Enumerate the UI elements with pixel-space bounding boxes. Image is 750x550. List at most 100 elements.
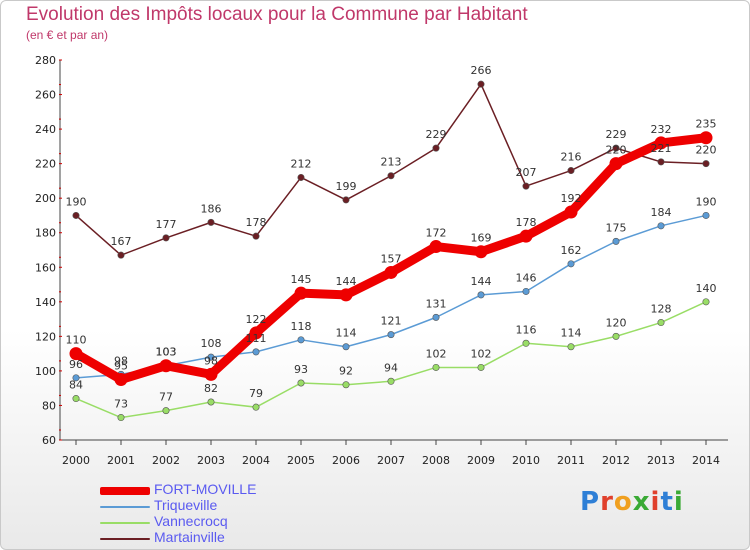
x-tick-label: 2008 bbox=[422, 454, 450, 467]
data-point bbox=[342, 196, 350, 204]
data-label: 95 bbox=[114, 360, 128, 373]
x-tick-label: 2007 bbox=[377, 454, 405, 467]
data-label: 82 bbox=[204, 382, 218, 395]
data-label: 184 bbox=[651, 206, 672, 219]
logo-letter: i bbox=[673, 487, 684, 517]
chart-data-labels: 190 167 177 186 178 212 199 213 229 266 207 216 229 2… bbox=[66, 64, 717, 410]
data-label: 102 bbox=[426, 347, 447, 360]
data-point bbox=[567, 260, 575, 268]
chart-title: Evolution des Impôts locaux pour la Comm… bbox=[26, 4, 528, 25]
y-tick-label: 220 bbox=[35, 158, 56, 171]
data-point bbox=[699, 131, 713, 145]
data-label: 110 bbox=[66, 334, 87, 347]
data-point bbox=[702, 298, 710, 306]
legend-label: Martainville bbox=[154, 529, 225, 545]
data-label: 144 bbox=[336, 275, 357, 288]
y-tick-label: 160 bbox=[35, 261, 56, 274]
legend-swatch bbox=[100, 538, 150, 540]
data-point bbox=[564, 205, 578, 219]
data-label: 84 bbox=[69, 379, 83, 392]
data-point bbox=[342, 381, 350, 389]
x-tick-label: 2013 bbox=[647, 454, 675, 467]
data-point bbox=[297, 173, 305, 181]
data-point bbox=[72, 395, 80, 403]
chart-axes: 60 80 100 120 140 160 180 200 220 240 260 280 2000 20… bbox=[35, 54, 728, 467]
x-tick-label: 2010 bbox=[512, 454, 540, 467]
data-point bbox=[477, 80, 485, 88]
data-point bbox=[207, 398, 215, 406]
data-point bbox=[294, 286, 308, 300]
data-label: 116 bbox=[516, 323, 537, 336]
data-label: 145 bbox=[291, 273, 312, 286]
data-point bbox=[387, 331, 395, 339]
logo-letter: x bbox=[632, 487, 651, 517]
data-point bbox=[657, 319, 665, 327]
legend-label: FORT-MOVILLE bbox=[154, 481, 257, 497]
data-point bbox=[117, 414, 125, 422]
data-point bbox=[702, 160, 710, 168]
data-label: 92 bbox=[339, 365, 353, 378]
data-label: 169 bbox=[471, 232, 492, 245]
data-point bbox=[702, 211, 710, 219]
x-tick-label: 2014 bbox=[692, 454, 720, 467]
data-point bbox=[432, 363, 440, 371]
data-point bbox=[567, 343, 575, 351]
data-label: 96 bbox=[69, 358, 83, 371]
y-tick-label: 100 bbox=[35, 365, 56, 378]
data-label: 114 bbox=[336, 327, 357, 340]
data-label: 103 bbox=[156, 346, 177, 359]
data-point bbox=[612, 332, 620, 340]
data-label: 121 bbox=[381, 315, 402, 328]
x-tick-label: 2005 bbox=[287, 454, 315, 467]
data-point bbox=[114, 373, 128, 387]
data-label: 213 bbox=[381, 156, 402, 169]
x-tick-label: 2001 bbox=[107, 454, 135, 467]
data-point bbox=[204, 367, 218, 381]
data-label: 114 bbox=[561, 327, 582, 340]
y-tick-label: 80 bbox=[42, 399, 56, 412]
proxiti-logo: Proxiti bbox=[580, 487, 684, 517]
data-point bbox=[252, 348, 260, 356]
data-label: 93 bbox=[294, 363, 308, 376]
data-label: 118 bbox=[291, 320, 312, 333]
data-point bbox=[432, 144, 440, 152]
data-label: 216 bbox=[561, 151, 582, 164]
data-label: 178 bbox=[246, 216, 267, 229]
data-point bbox=[612, 144, 620, 152]
y-tick-label: 240 bbox=[35, 123, 56, 136]
data-point bbox=[162, 234, 170, 242]
data-point bbox=[159, 359, 173, 373]
data-label: 232 bbox=[651, 123, 672, 136]
data-label: 212 bbox=[291, 157, 312, 170]
y-tick-label: 120 bbox=[35, 330, 56, 343]
data-label: 207 bbox=[516, 166, 537, 179]
legend-swatch bbox=[100, 506, 150, 508]
legend-label: Triqueville bbox=[154, 497, 218, 513]
data-label: 229 bbox=[606, 128, 627, 141]
data-point bbox=[387, 172, 395, 180]
data-point bbox=[474, 245, 488, 259]
data-point bbox=[657, 158, 665, 166]
data-label: 79 bbox=[249, 387, 263, 400]
data-point bbox=[342, 343, 350, 351]
data-label: 157 bbox=[381, 252, 402, 265]
data-label: 229 bbox=[426, 128, 447, 141]
data-label: 73 bbox=[114, 398, 128, 411]
legend-swatch bbox=[100, 522, 150, 524]
data-point bbox=[117, 251, 125, 259]
data-point bbox=[609, 157, 623, 171]
x-tick-label: 2003 bbox=[197, 454, 225, 467]
data-label: 128 bbox=[651, 303, 672, 316]
x-tick-label: 2002 bbox=[152, 454, 180, 467]
data-label: 98 bbox=[204, 354, 218, 367]
data-label: 220 bbox=[696, 144, 717, 157]
data-point bbox=[162, 407, 170, 415]
data-label: 140 bbox=[696, 282, 717, 295]
x-tick-label: 2000 bbox=[62, 454, 90, 467]
data-point bbox=[654, 136, 668, 150]
data-point bbox=[522, 339, 530, 347]
x-tick-label: 2011 bbox=[557, 454, 585, 467]
legend-label: Vannecrocq bbox=[154, 513, 228, 529]
y-tick-label: 280 bbox=[35, 54, 56, 67]
